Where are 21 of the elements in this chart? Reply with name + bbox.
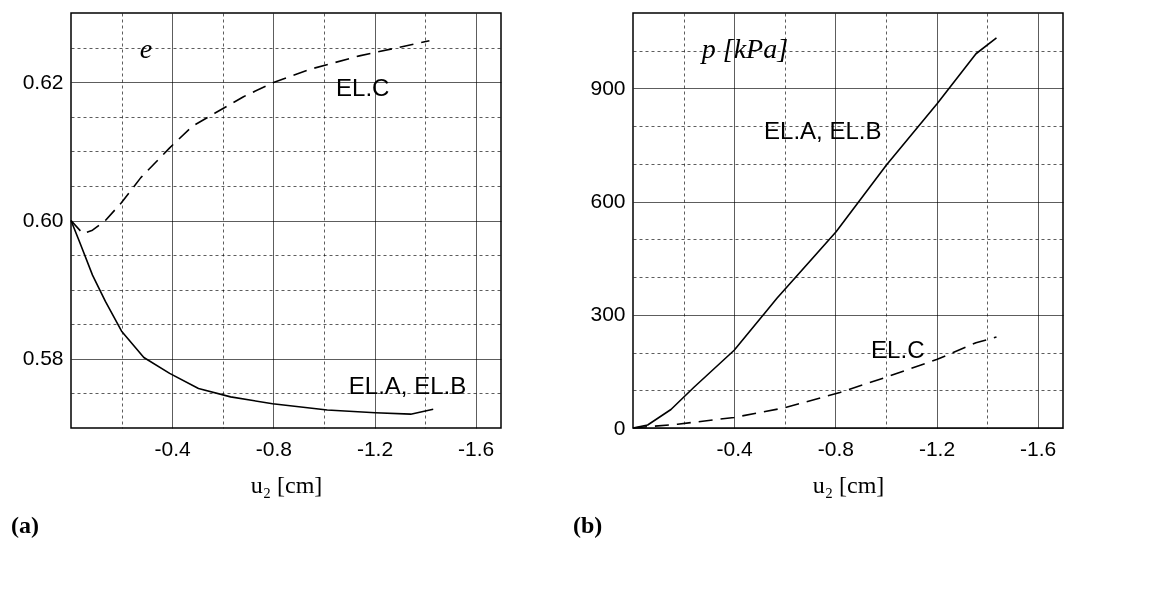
x-tick-label: -1.6	[458, 436, 495, 460]
y-tick-label: 600	[590, 189, 626, 213]
x-tick-label: -1.6	[1020, 436, 1057, 460]
x-tick-label: -0.8	[817, 436, 854, 460]
y-tick-label: 900	[590, 75, 626, 99]
y-tick-label: 0.58	[22, 346, 64, 370]
x-tick-label: -0.8	[255, 436, 292, 460]
series-label: EL.C	[871, 336, 925, 364]
y-tick-label: 0	[613, 415, 626, 439]
x-axis-title: u₂ [cm]	[812, 471, 885, 498]
x-tick-label: -0.4	[716, 436, 754, 460]
x-tick-label: -1.2	[918, 436, 956, 460]
text: (a)	[11, 512, 39, 538]
y-tick-label: 300	[590, 302, 626, 326]
y-tick-label: 0.62	[22, 69, 64, 93]
x-tick-label: -0.4	[154, 436, 192, 460]
y-axis-title: e	[139, 33, 153, 65]
x-tick-label: -1.2	[356, 436, 394, 460]
x-axis-title: u₂ [cm]	[250, 471, 323, 498]
y-tick-label: 0.60	[22, 208, 64, 231]
text: (b)	[573, 512, 603, 538]
